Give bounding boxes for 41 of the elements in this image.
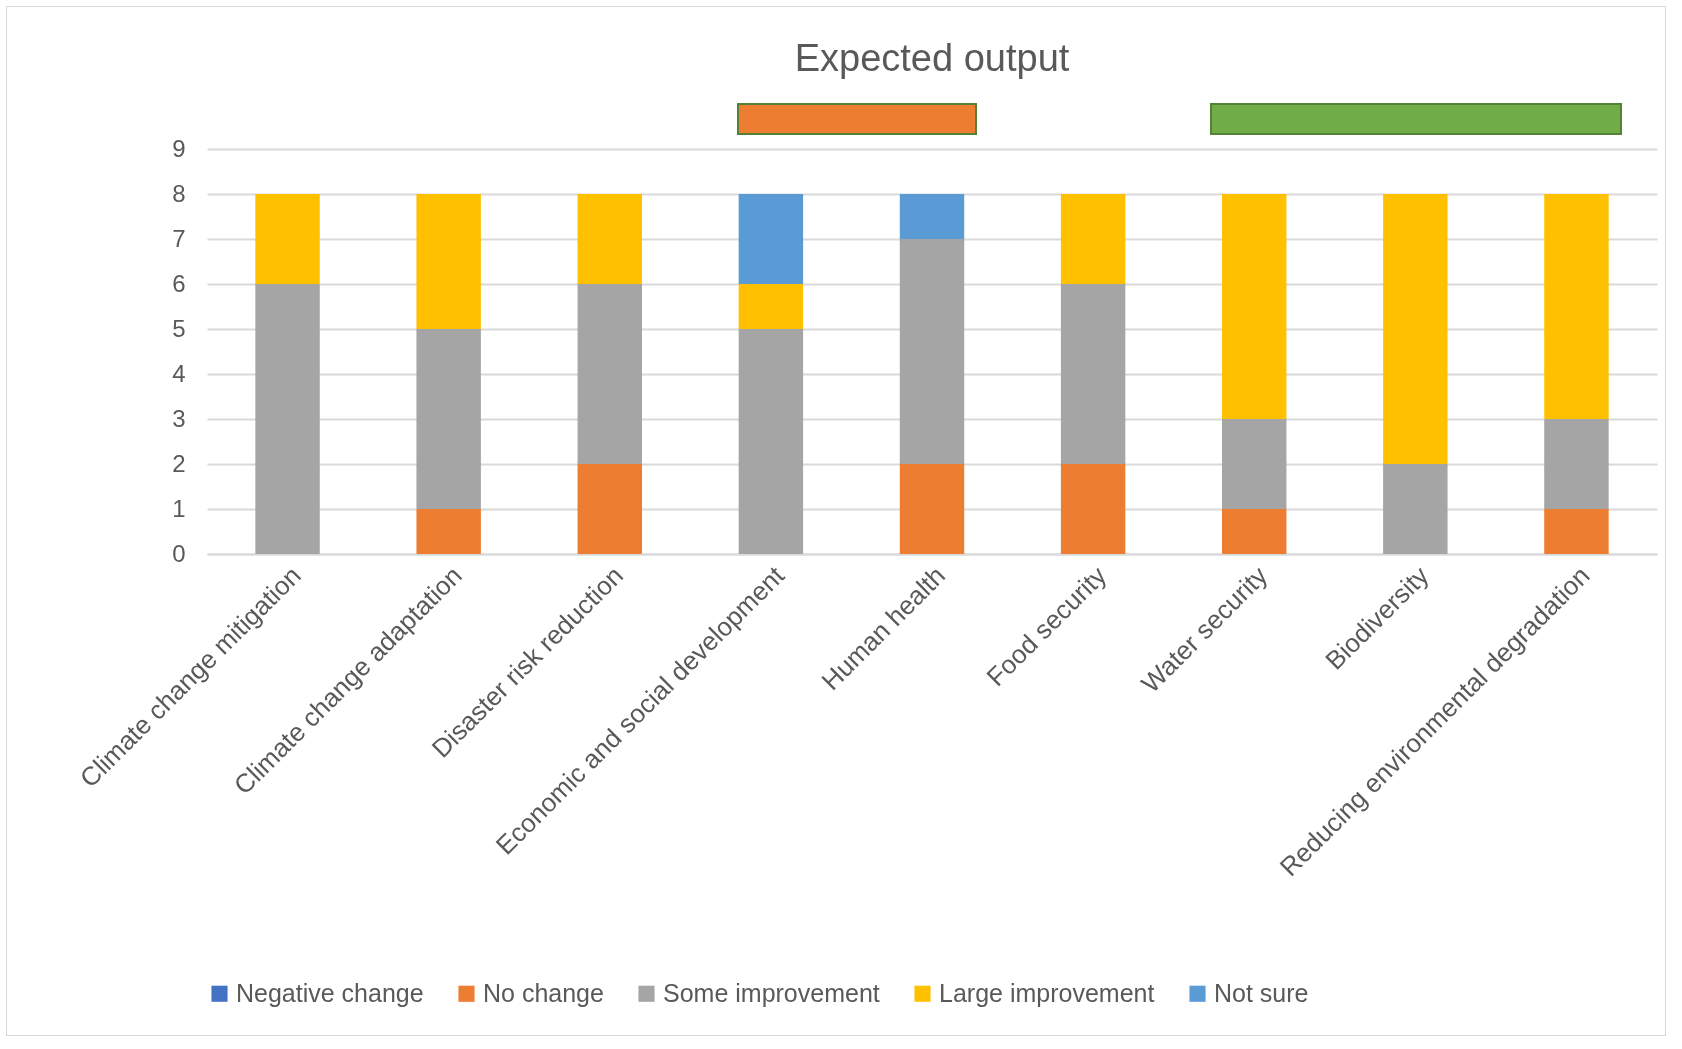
- bar: [738, 329, 804, 554]
- bar: [738, 284, 804, 329]
- bar: [1544, 194, 1609, 419]
- y-tick-label: 7: [172, 224, 186, 252]
- bar: [255, 194, 320, 284]
- legend-label: Not sure: [1214, 978, 1309, 1007]
- y-tick-label: 5: [172, 314, 186, 342]
- bar: [416, 194, 481, 329]
- legend-label: No change: [483, 978, 604, 1007]
- chart-title: Expected output: [794, 37, 1070, 79]
- bar: [899, 194, 965, 239]
- y-tick-label: 6: [172, 269, 186, 297]
- bar: [1222, 509, 1287, 554]
- bar: [1222, 419, 1287, 509]
- bar: [416, 509, 481, 554]
- bar: [1222, 194, 1287, 419]
- legend-label: Negative change: [236, 978, 424, 1007]
- y-tick-label: 9: [172, 134, 186, 162]
- bar: [899, 239, 965, 464]
- y-tick-label: 8: [172, 179, 186, 207]
- bar: [416, 329, 481, 509]
- bar: [1060, 464, 1126, 554]
- bar: [1383, 464, 1448, 554]
- bar: [1544, 419, 1609, 509]
- bar: [1383, 194, 1448, 464]
- bar: [738, 194, 804, 284]
- bar: [1060, 284, 1126, 464]
- bar: [1060, 194, 1126, 284]
- y-tick-label: 0: [172, 539, 186, 567]
- bar: [577, 464, 642, 554]
- y-tick-label: 4: [172, 359, 186, 387]
- bar: [1544, 509, 1609, 554]
- bar: [255, 284, 320, 554]
- y-tick-label: 1: [172, 494, 186, 522]
- bar: [577, 194, 642, 284]
- y-tick-label: 3: [172, 404, 186, 432]
- y-tick-label: 2: [172, 449, 186, 477]
- legend-label: Large improvement: [939, 978, 1155, 1007]
- bar: [899, 464, 965, 554]
- bar: [577, 284, 642, 464]
- legend-label: Some improvement: [663, 978, 880, 1007]
